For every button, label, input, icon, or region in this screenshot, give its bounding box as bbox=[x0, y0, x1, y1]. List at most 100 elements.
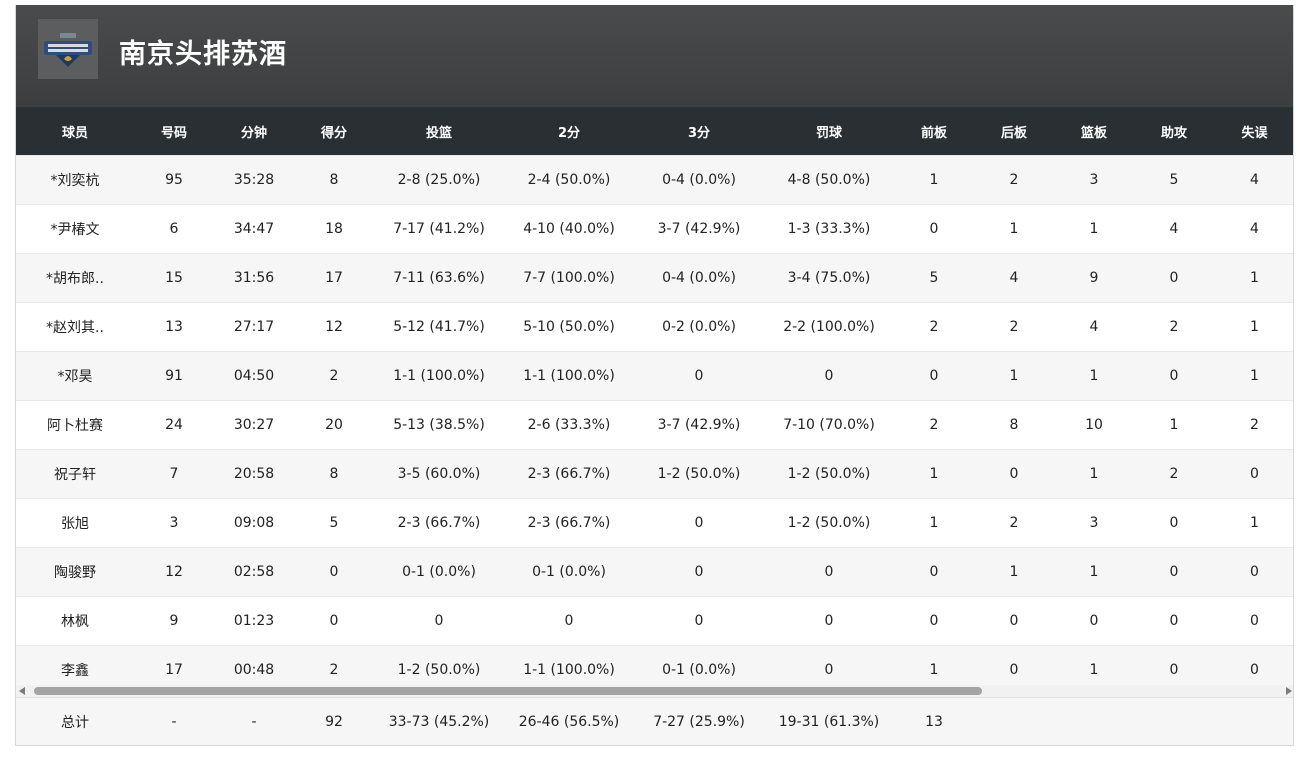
column-header-ft[interactable]: 罚球 bbox=[764, 107, 894, 156]
table-header-row: 球员 号码 分钟 得分 投篮 2分 3分 罚球 前板 后板 篮板 助攻 失误 bbox=[16, 107, 1293, 156]
stat-cell-two-pt: 4-10 (40.0%) bbox=[504, 204, 634, 254]
horizontal-scrollbar[interactable] bbox=[16, 685, 1293, 697]
totals-cell-oreb: 13 bbox=[925, 714, 943, 730]
player-name-cell[interactable]: *赵刘其.. bbox=[16, 302, 134, 352]
stat-cell-oreb: 0 bbox=[894, 596, 974, 646]
stats-table-container[interactable]: 球员 号码 分钟 得分 投篮 2分 3分 罚球 前板 后板 篮板 助攻 失误 *刘奕杭 95 35:28 8 2… bbox=[16, 107, 1293, 694]
stat-cell-fg: 7-11 (63.6%) bbox=[374, 253, 504, 303]
stat-cell-three-pt: 0 bbox=[634, 498, 764, 548]
stat-cell-tov: 0 bbox=[1214, 596, 1293, 646]
stat-cell-tov: 2 bbox=[1214, 400, 1293, 450]
stat-cell-minutes: 34:47 bbox=[214, 204, 294, 254]
stat-cell-tov: 4 bbox=[1214, 204, 1293, 254]
stat-cell-dreb: 1 bbox=[974, 351, 1054, 401]
column-header-number[interactable]: 号码 bbox=[134, 107, 214, 156]
stat-cell-number: 7 bbox=[134, 449, 214, 499]
column-header-player[interactable]: 球员 bbox=[16, 107, 134, 156]
stat-cell-number: 12 bbox=[134, 547, 214, 597]
column-header-dreb[interactable]: 后板 bbox=[974, 107, 1054, 156]
totals-cell-tov bbox=[1214, 698, 1293, 745]
stat-cell-tov: 1 bbox=[1214, 498, 1293, 548]
stat-cell-tov: 1 bbox=[1214, 351, 1293, 401]
stat-cell-two-pt: 7-7 (100.0%) bbox=[504, 253, 634, 303]
stat-cell-points: 8 bbox=[294, 155, 374, 205]
table-row: *邓昊 91 04:50 2 1-1 (100.0%) 1-1 (100.0%) 0 0 0 1 1… bbox=[16, 351, 1293, 401]
stat-cell-fg: 2-8 (25.0%) bbox=[374, 155, 504, 205]
team-name: 南京头排苏酒 bbox=[119, 39, 287, 70]
stat-cell-reb: 0 bbox=[1054, 596, 1134, 646]
totals-cell-points: 92 bbox=[325, 714, 343, 730]
totals-table: 总计 - - 92 33-73 (45.2%) 26-46 (56.5%) 7-27 (25… bbox=[16, 698, 1293, 745]
stat-cell-two-pt: 2-3 (66.7%) bbox=[504, 498, 634, 548]
column-header-minutes[interactable]: 分钟 bbox=[214, 107, 294, 156]
stat-cell-three-pt: 0 bbox=[634, 596, 764, 646]
stat-cell-minutes: 31:56 bbox=[214, 253, 294, 303]
column-header-tov[interactable]: 失误 bbox=[1214, 107, 1293, 156]
table-row: *胡布郎.. 15 31:56 17 7-11 (63.6%) 7-7 (100.0%) 0… bbox=[16, 253, 1293, 303]
table-row: *尹椿文 6 34:47 18 7-17 (41.2%) 4-10 (40.0%) 3-7 … bbox=[16, 204, 1293, 254]
stat-cell-dreb: 1 bbox=[974, 547, 1054, 597]
stat-cell-minutes: 01:23 bbox=[214, 596, 294, 646]
column-header-fg[interactable]: 投篮 bbox=[374, 107, 504, 156]
player-name-cell[interactable]: 张旭 bbox=[16, 498, 134, 548]
stat-cell-two-pt: 5-10 (50.0%) bbox=[504, 302, 634, 352]
stat-cell-reb: 3 bbox=[1054, 498, 1134, 548]
stat-cell-fg: 1-1 (100.0%) bbox=[374, 351, 504, 401]
stat-cell-number: 24 bbox=[134, 400, 214, 450]
totals-cell-number: - bbox=[171, 714, 177, 730]
stat-cell-number: 3 bbox=[134, 498, 214, 548]
stat-cell-tov: 1 bbox=[1214, 302, 1293, 352]
stat-cell-number: 9 bbox=[134, 596, 214, 646]
column-header-reb[interactable]: 篮板 bbox=[1054, 107, 1134, 156]
totals-label: 总计 bbox=[61, 715, 89, 731]
stat-cell-number: 13 bbox=[134, 302, 214, 352]
stat-cell-three-pt: 0-4 (0.0%) bbox=[634, 253, 764, 303]
player-name-cell[interactable]: 陶骏野 bbox=[16, 547, 134, 597]
scrollbar-thumb[interactable] bbox=[34, 687, 982, 695]
column-header-two-pt[interactable]: 2分 bbox=[504, 107, 634, 156]
stat-cell-reb: 4 bbox=[1054, 302, 1134, 352]
stat-cell-oreb: 1 bbox=[894, 155, 974, 205]
table-row: 张旭 3 09:08 5 2-3 (66.7%) 2-3 (66.7%) 0 1-2 (50.… bbox=[16, 498, 1293, 548]
column-header-ast[interactable]: 助攻 bbox=[1134, 107, 1214, 156]
stat-cell-number: 95 bbox=[134, 155, 214, 205]
stat-cell-dreb: 0 bbox=[974, 596, 1054, 646]
stat-cell-minutes: 04:50 bbox=[214, 351, 294, 401]
totals-cell-three-pt: 7-27 (25.9%) bbox=[653, 714, 745, 730]
stat-cell-three-pt: 3-7 (42.9%) bbox=[634, 400, 764, 450]
stat-cell-oreb: 2 bbox=[894, 302, 974, 352]
player-name-cell[interactable]: 林枫 bbox=[16, 596, 134, 646]
player-name-cell[interactable]: *尹椿文 bbox=[16, 204, 134, 254]
stat-cell-reb: 3 bbox=[1054, 155, 1134, 205]
scroll-right-arrow-icon[interactable] bbox=[1286, 687, 1292, 695]
scroll-left-arrow-icon[interactable] bbox=[19, 687, 25, 695]
stat-cell-minutes: 20:58 bbox=[214, 449, 294, 499]
player-name-cell[interactable]: *邓昊 bbox=[16, 351, 134, 401]
stat-cell-tov: 0 bbox=[1214, 547, 1293, 597]
stat-cell-two-pt: 2-6 (33.3%) bbox=[504, 400, 634, 450]
table-row: *赵刘其.. 13 27:17 12 5-12 (41.7%) 5-10 (50.0%) 0… bbox=[16, 302, 1293, 352]
stat-cell-fg: 2-3 (66.7%) bbox=[374, 498, 504, 548]
column-header-three-pt[interactable]: 3分 bbox=[634, 107, 764, 156]
totals-cell-dreb bbox=[974, 698, 1054, 745]
player-name-cell[interactable]: 祝子轩 bbox=[16, 449, 134, 499]
table-row: 陶骏野 12 02:58 0 0-1 (0.0%) 0-1 (0.0%) 0 0 0 1 1 0 0 bbox=[16, 547, 1293, 597]
stat-cell-points: 0 bbox=[294, 547, 374, 597]
stat-cell-dreb: 8 bbox=[974, 400, 1054, 450]
player-name-cell[interactable]: 阿卜杜赛 bbox=[16, 400, 134, 450]
stat-cell-three-pt: 3-7 (42.9%) bbox=[634, 204, 764, 254]
player-name-cell[interactable]: *刘奕杭 bbox=[16, 155, 134, 205]
column-header-points[interactable]: 得分 bbox=[294, 107, 374, 156]
stat-cell-reb: 9 bbox=[1054, 253, 1134, 303]
stat-cell-ast: 5 bbox=[1134, 155, 1214, 205]
stat-cell-oreb: 0 bbox=[894, 204, 974, 254]
stat-cell-two-pt: 0-1 (0.0%) bbox=[504, 547, 634, 597]
stat-cell-three-pt: 0-4 (0.0%) bbox=[634, 155, 764, 205]
stat-cell-minutes: 35:28 bbox=[214, 155, 294, 205]
stat-cell-reb: 1 bbox=[1054, 449, 1134, 499]
player-name-cell[interactable]: *胡布郎.. bbox=[16, 253, 134, 303]
table-row: 祝子轩 7 20:58 8 3-5 (60.0%) 2-3 (66.7%) 1-2 (50.… bbox=[16, 449, 1293, 499]
totals-row: 总计 - - 92 33-73 (45.2%) 26-46 (56.5%) 7-27 (25… bbox=[16, 698, 1293, 745]
column-header-oreb[interactable]: 前板 bbox=[894, 107, 974, 156]
stat-cell-three-pt: 1-2 (50.0%) bbox=[634, 449, 764, 499]
